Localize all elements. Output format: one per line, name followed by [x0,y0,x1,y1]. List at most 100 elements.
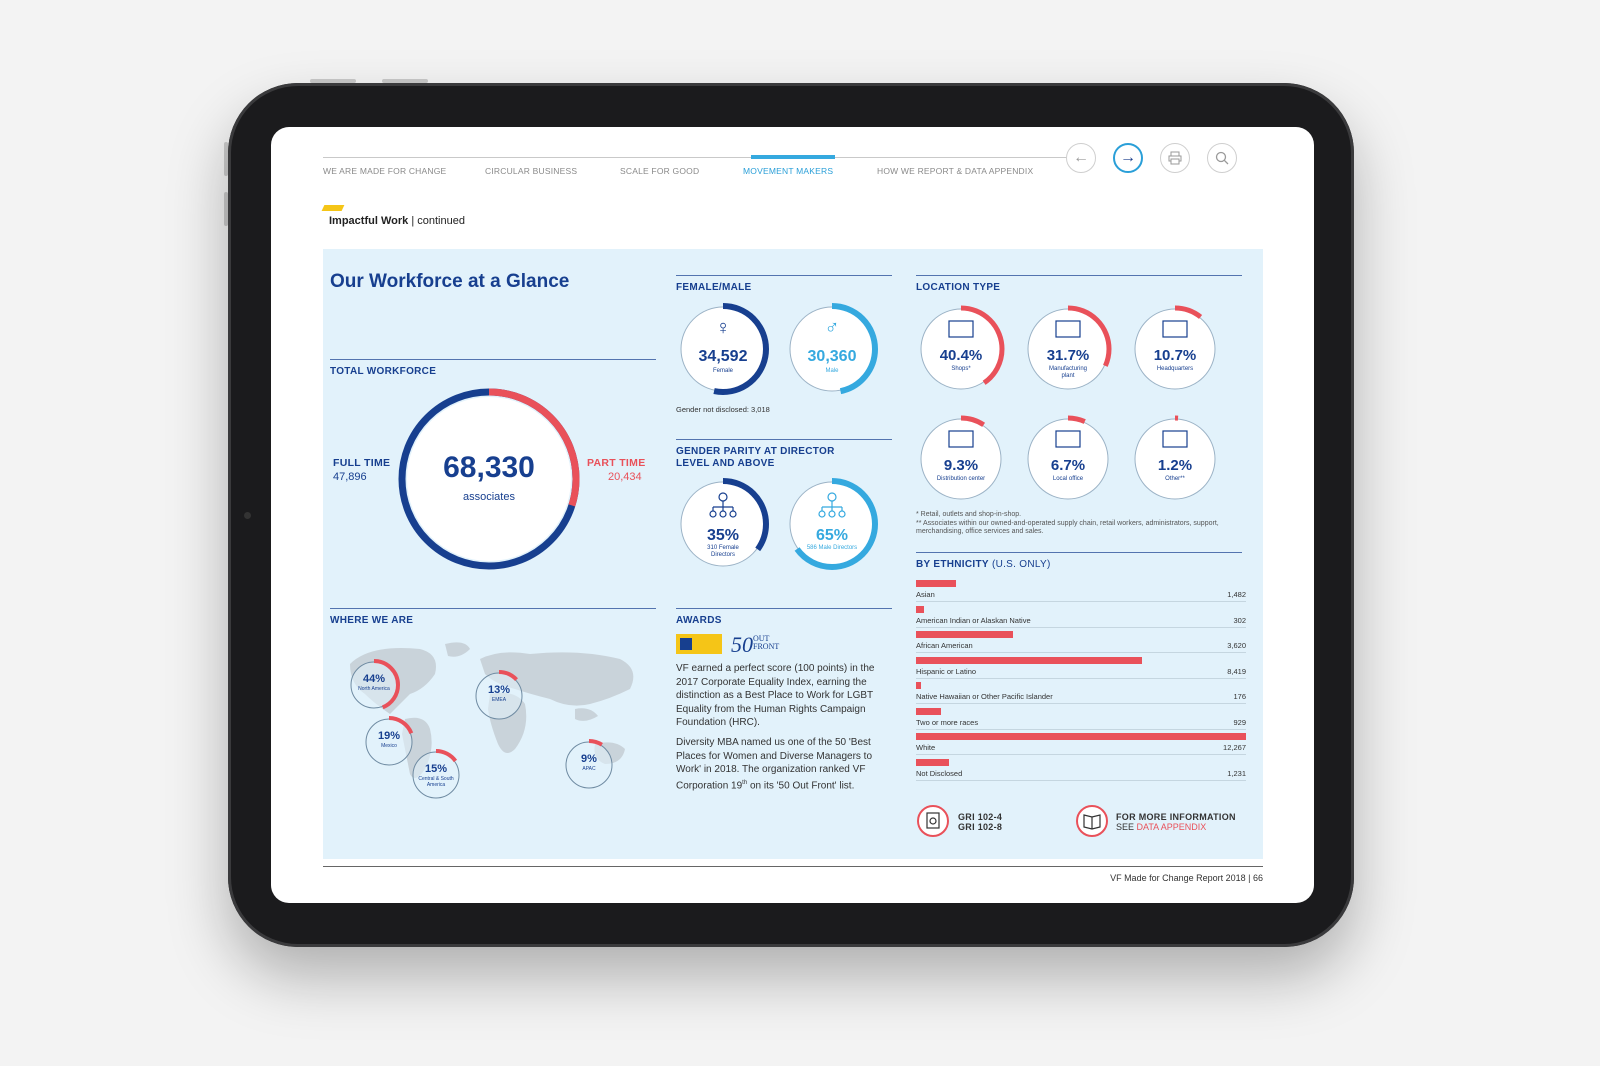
camera [244,512,251,519]
store-icon [1162,430,1188,448]
page-title: Our Workforce at a Glance [330,271,570,292]
footer-rule [323,866,1263,867]
location-value: 6.7% [1050,457,1086,474]
more-info-label: FOR MORE INFORMATION [1116,812,1236,822]
ethnicity-rule [916,601,1246,602]
region-arc [348,659,400,711]
map-greenland [445,642,470,657]
ethnicity-header: BY ETHNICITY (U.S. ONLY) [916,559,1051,570]
region-ring [410,749,462,801]
male-directors-ring [786,478,878,570]
ethnicity-value: 1,231 [1227,768,1246,778]
female-ring [677,303,769,395]
full-time-label: FULL TIME [333,457,391,469]
nav-item-made-for-change[interactable]: WE ARE MADE FOR CHANGE [323,166,447,176]
ethnicity-row: American Indian or Alaskan Native 302 [916,605,1246,630]
ethnicity-bar [916,758,950,766]
region-arc [410,749,462,801]
side-button [224,192,228,226]
female-icon: ♀ [715,317,731,339]
region-name: Mexico [381,743,397,749]
ethnicity-name: African American [916,641,973,650]
nav-item-report-appendix[interactable]: HOW WE REPORT & DATA APPENDIX [877,166,1034,176]
location-value: 31.7% [1046,347,1090,364]
location-footnote-1: * Retail, outlets and shop-in-shop. [916,511,1022,518]
fifty-out-front-logo: 50OUT FRONT [731,632,780,657]
ethnicity-value: 302 [1233,615,1246,625]
divider [676,439,892,440]
parity-header-line2: LEVEL AND ABOVE [676,458,775,469]
ethnicity-row: African American 3,620 [916,631,1246,655]
section-accent [321,205,345,211]
region-ring [363,716,415,768]
region-arc [563,739,615,791]
search-icon[interactable] [1207,143,1237,173]
location-ring-1 [917,305,1005,393]
volume-down-button [382,79,428,83]
org-chart-icon [709,492,737,518]
nav-item-scale-for-good[interactable]: SCALE FOR GOOD [620,166,700,176]
ethnicity-value: 929 [1233,717,1246,727]
arrow-right-icon[interactable]: → [1113,143,1143,173]
region-ring [473,670,525,722]
ethnicity-rule [916,728,1246,730]
location-arc [917,415,1005,503]
ethnicity-rule [916,652,1246,653]
ethnicity-bar [916,682,921,689]
region-pct: 9% [581,753,597,765]
male-label: Male [825,368,839,374]
location-arc [1024,305,1112,393]
divider [916,275,1242,276]
hrc-equal-icon [680,638,692,650]
open-sign-icon [948,320,974,338]
location-ring-2 [1024,305,1112,393]
org-chart-icon [818,492,846,518]
location-ring-6 [1131,415,1219,503]
location-arc [1131,305,1219,393]
ethnicity-bar [916,656,1143,664]
region-pct: 13% [487,684,511,696]
location-arc [1024,415,1112,503]
nav-item-movement-makers[interactable]: MOVEMENT MAKERS [743,166,834,176]
location-ring-3 [1131,305,1219,393]
divider [330,608,656,609]
region-name: EMEA [491,697,507,703]
region-pct: 19% [377,730,401,742]
ethnicity-name: Two or more races [916,717,979,727]
location-footnote-2: ** Associates within our owned-and-opera… [916,520,1219,535]
ethnicity-name: Native Hawaiian or Other Pacific Islande… [916,692,1053,701]
location-label: Distribution center [936,476,986,482]
location-value: 10.7% [1153,347,1197,364]
region-pct: 44% [362,673,386,685]
region-name: APAC [582,766,596,772]
female-male-header: FEMALE/MALE [676,282,752,293]
award-paragraph-1: VF earned a perfect score (100 points) i… [676,663,875,728]
warehouse-icon [948,430,974,448]
document-search-icon [917,805,949,837]
region-arc [363,716,415,768]
nav-item-circular-business[interactable]: CIRCULAR BUSINESS [485,166,578,176]
awards-header: AWARDS [676,615,722,626]
ethnicity-row: Hispanic or Latino 8,419 [916,656,1246,681]
ethnicity-value: 3,620 [1227,641,1246,650]
female-label: Female [712,368,733,374]
workforce-panel: Our Workforce at a Glance TOTAL WORKFORC… [323,249,1263,859]
factory-icon [1055,320,1081,338]
arrow-left-icon[interactable]: ← [1066,143,1096,173]
ethnicity-name: Hispanic or Latino [916,666,977,676]
printer-icon[interactable] [1160,143,1190,173]
ethnicity-bar [916,707,941,715]
male-icon: ♂ [824,317,840,339]
volume-up-button [310,79,356,83]
location-arc [1131,415,1219,503]
ethnicity-rule [916,754,1246,755]
gender-note: Gender not disclosed: 3,018 [676,405,770,414]
more-info-link[interactable]: SEE DATA APPENDIX [1116,822,1207,832]
location-label: Manufacturing plant [1048,366,1088,379]
location-label: Shops* [951,366,971,372]
ethnicity-name: American Indian or Alaskan Native [916,615,1031,625]
nav-rule [323,157,1078,158]
ethnicity-name: Asian [916,590,935,599]
map-southeast-asia [575,708,598,721]
map-eurasia [480,652,634,706]
